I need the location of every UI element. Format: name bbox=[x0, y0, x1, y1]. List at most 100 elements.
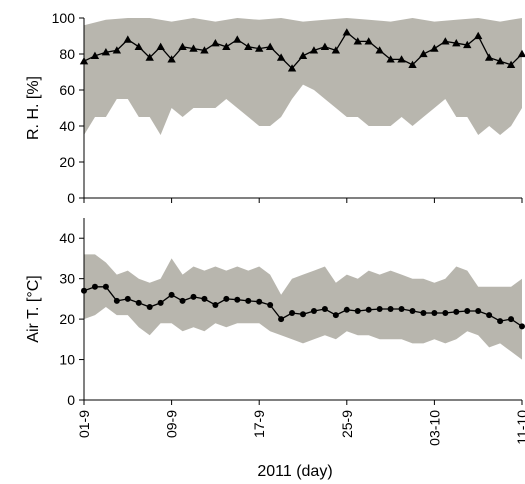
data-point-marker bbox=[431, 310, 438, 317]
data-point-marker bbox=[453, 308, 460, 315]
data-point-marker bbox=[475, 308, 482, 315]
data-point-marker bbox=[276, 53, 286, 61]
data-point-marker bbox=[256, 298, 263, 305]
data-point-marker bbox=[420, 310, 427, 317]
y-tick-label: 100 bbox=[52, 10, 76, 26]
y-tick-label: 40 bbox=[59, 230, 75, 246]
data-point-marker bbox=[342, 28, 351, 36]
y-axis-title-panel-1: R. H. [%] bbox=[25, 76, 42, 140]
data-point-marker bbox=[320, 42, 330, 50]
y-tick-label: 0 bbox=[67, 392, 75, 408]
y-tick-label: 80 bbox=[59, 46, 75, 62]
x-axis-title: 2011 (day) bbox=[257, 463, 332, 480]
data-point-marker bbox=[124, 295, 131, 302]
data-point-marker bbox=[212, 301, 219, 308]
data-point-marker bbox=[265, 42, 275, 50]
data-point-marker bbox=[309, 46, 319, 54]
data-point-marker bbox=[441, 37, 450, 45]
data-point-marker bbox=[365, 306, 372, 313]
data-point-marker bbox=[375, 46, 384, 54]
data-point-marker bbox=[343, 306, 350, 313]
data-point-marker bbox=[91, 283, 98, 290]
data-point-marker bbox=[376, 306, 383, 312]
data-point-marker bbox=[222, 42, 231, 50]
y-tick-label: 20 bbox=[59, 311, 75, 327]
data-point-marker bbox=[495, 57, 505, 65]
range-band-panel-1 bbox=[84, 18, 522, 135]
data-point-marker bbox=[452, 39, 461, 47]
data-point-marker bbox=[484, 53, 494, 61]
y-tick-label: 40 bbox=[59, 118, 75, 134]
data-point-marker bbox=[167, 55, 176, 63]
data-point-marker bbox=[508, 316, 515, 323]
data-point-marker bbox=[298, 51, 308, 59]
data-point-marker bbox=[178, 42, 187, 50]
data-point-marker bbox=[310, 308, 317, 315]
data-point-marker bbox=[354, 308, 361, 315]
data-point-marker bbox=[486, 312, 493, 319]
y-tick-label: 10 bbox=[59, 352, 75, 368]
y-tick-label: 0 bbox=[67, 190, 75, 206]
data-point-marker bbox=[168, 291, 175, 298]
data-point-marker bbox=[506, 60, 516, 68]
data-point-marker bbox=[464, 308, 471, 315]
data-point-marker bbox=[189, 44, 198, 52]
data-point-marker bbox=[353, 37, 362, 45]
y-tick-label: 20 bbox=[59, 154, 75, 170]
y-tick-label: 60 bbox=[59, 82, 75, 98]
x-tick-label: 03-10 bbox=[426, 410, 442, 446]
data-point-marker bbox=[463, 40, 472, 49]
data-point-marker bbox=[190, 293, 197, 300]
data-point-marker bbox=[134, 42, 143, 50]
data-point-marker bbox=[146, 303, 153, 310]
data-point-marker bbox=[135, 299, 142, 306]
data-point-marker bbox=[474, 31, 483, 40]
x-tick-label: 17-9 bbox=[251, 410, 267, 438]
data-point-marker bbox=[442, 310, 449, 317]
data-point-marker bbox=[101, 48, 111, 56]
x-tick-label: 09-9 bbox=[164, 410, 180, 438]
data-point-marker bbox=[234, 296, 241, 303]
x-tick-label: 01-9 bbox=[76, 410, 92, 438]
data-point-marker bbox=[332, 312, 339, 319]
data-point-marker bbox=[113, 297, 120, 304]
data-point-marker bbox=[156, 42, 165, 50]
data-point-marker bbox=[300, 311, 306, 318]
data-point-marker bbox=[408, 60, 417, 68]
data-point-marker bbox=[90, 51, 100, 59]
data-point-marker bbox=[200, 46, 209, 54]
data-point-marker bbox=[331, 46, 341, 54]
data-point-marker bbox=[179, 297, 186, 304]
data-point-marker bbox=[430, 44, 439, 52]
data-point-marker bbox=[267, 301, 274, 308]
data-point-marker bbox=[398, 306, 405, 312]
data-point-marker bbox=[419, 49, 428, 58]
data-point-marker bbox=[255, 44, 264, 52]
data-point-marker bbox=[157, 299, 164, 306]
data-point-marker bbox=[233, 35, 242, 43]
data-point-marker bbox=[244, 42, 253, 50]
data-point-marker bbox=[497, 318, 504, 325]
data-point-marker bbox=[278, 316, 285, 323]
data-point-marker bbox=[409, 308, 416, 315]
data-point-marker bbox=[397, 55, 406, 63]
data-point-marker bbox=[245, 297, 252, 304]
data-point-marker bbox=[102, 283, 109, 290]
data-point-marker bbox=[386, 55, 395, 63]
data-point-marker bbox=[145, 53, 154, 61]
data-point-marker bbox=[112, 46, 122, 54]
y-tick-label: 30 bbox=[59, 271, 75, 287]
data-point-marker bbox=[211, 39, 220, 47]
range-band-panel-2 bbox=[84, 254, 522, 360]
data-point-marker bbox=[289, 310, 296, 317]
data-point-marker bbox=[223, 295, 230, 302]
x-tick-label: 25-9 bbox=[339, 410, 355, 438]
data-point-marker bbox=[287, 64, 297, 72]
data-point-marker bbox=[387, 306, 394, 312]
data-point-marker bbox=[201, 295, 208, 302]
data-point-marker bbox=[123, 35, 132, 43]
x-tick-label: 11-10 bbox=[514, 410, 525, 445]
data-point-marker bbox=[519, 323, 525, 330]
